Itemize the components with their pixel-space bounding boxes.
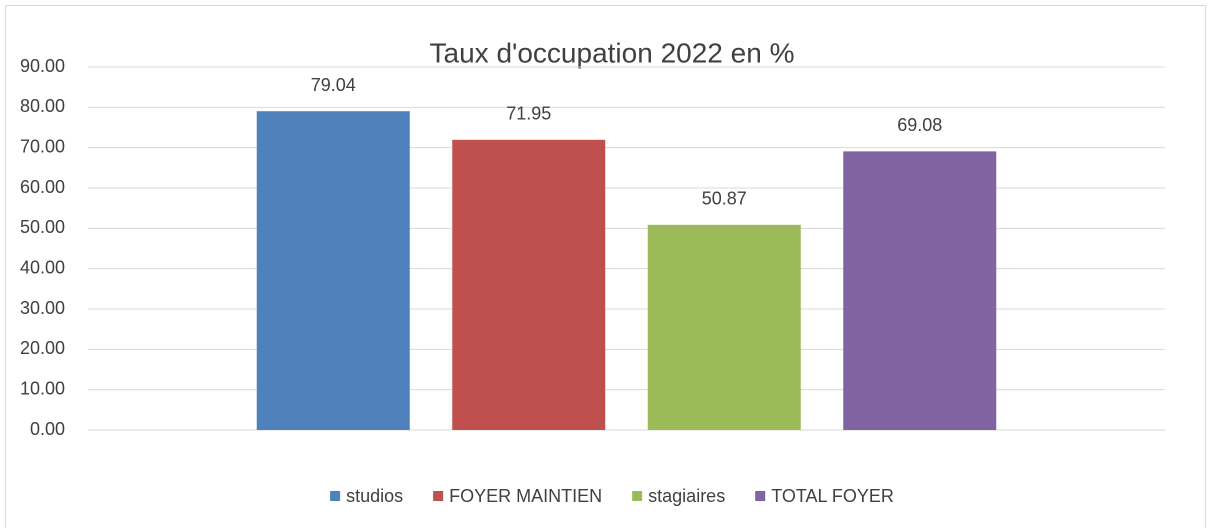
chart-frame (5, 5, 1206, 528)
legend-label: stagiaires (648, 486, 725, 506)
bar (452, 139, 606, 430)
legend-label: FOYER MAINTIEN (449, 486, 602, 506)
value-label: 69.08 (897, 115, 942, 135)
bar (843, 151, 997, 431)
y-tick-label: 0.00 (30, 419, 65, 439)
bar (647, 224, 801, 430)
y-tick-label: 30.00 (20, 298, 65, 318)
y-tick-label: 60.00 (20, 177, 65, 197)
legend-label: studios (346, 486, 403, 506)
y-tick-label: 40.00 (20, 257, 65, 277)
legend-swatch (330, 491, 341, 501)
legend-swatch (632, 491, 643, 501)
chart-title: Taux d'occupation 2022 en % (430, 37, 795, 68)
y-tick-label: 50.00 (20, 217, 65, 237)
y-tick-label: 80.00 (20, 96, 65, 116)
y-tick-label: 10.00 (20, 378, 65, 398)
legend-swatch (433, 491, 444, 501)
legend-label: TOTAL FOYER (771, 486, 894, 506)
y-tick-label: 90.00 (20, 56, 65, 76)
value-label: 71.95 (506, 104, 551, 124)
value-label: 50.87 (702, 189, 747, 209)
legend-swatch (755, 491, 766, 501)
y-tick-label: 70.00 (20, 136, 65, 156)
y-tick-label: 20.00 (20, 338, 65, 358)
bar (256, 111, 410, 431)
value-label: 79.04 (311, 75, 356, 95)
